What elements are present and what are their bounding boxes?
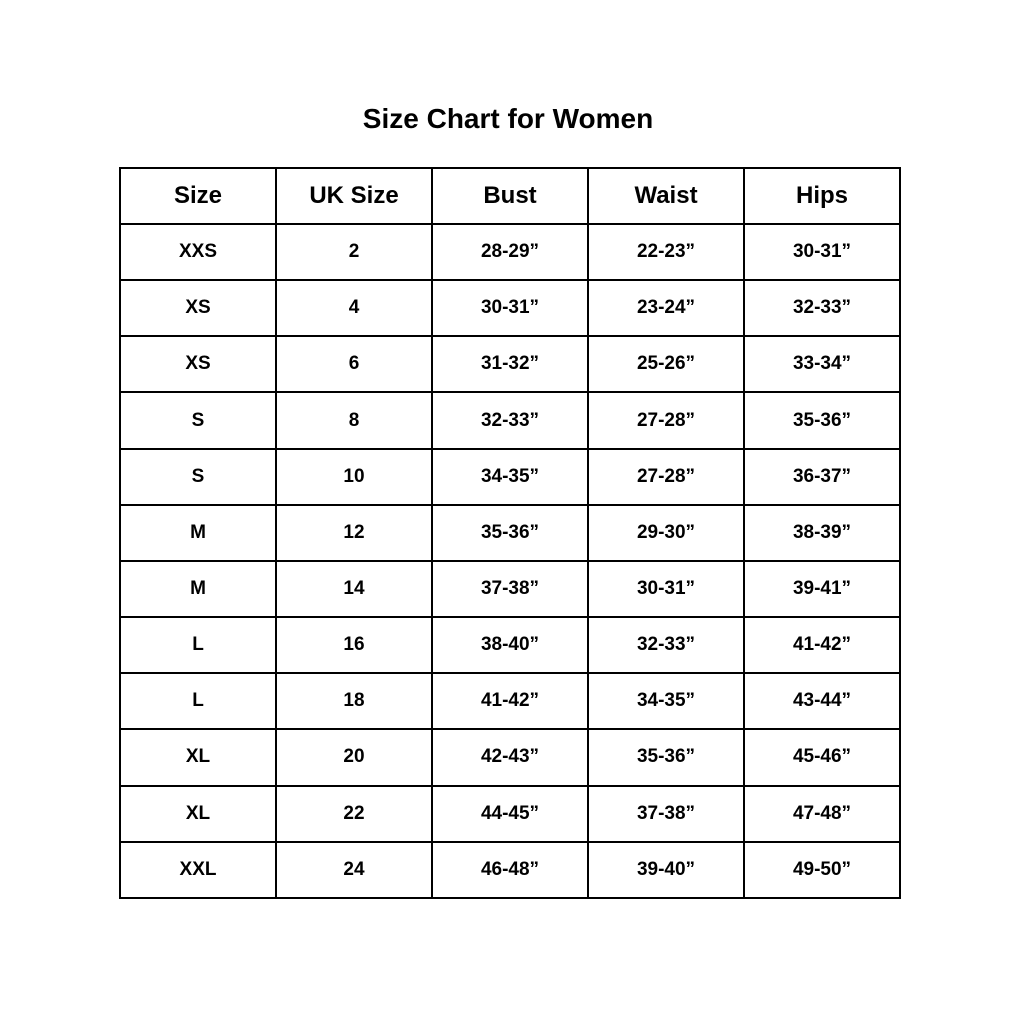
table-cell: 37-38”: [587, 784, 745, 843]
table-cell: 12: [275, 503, 433, 562]
table-row: S 8 32-33” 27-28” 35-36”: [119, 391, 901, 450]
table-cell: 41-42”: [743, 616, 901, 675]
table-cell: 14: [275, 559, 433, 619]
table-cell: S: [119, 447, 277, 506]
table-row: M 14 37-38” 30-31” 39-41”: [119, 559, 901, 619]
table-cell: 24: [275, 840, 433, 900]
table-cell: 35-36”: [743, 391, 901, 450]
table-cell: 47-48”: [743, 784, 901, 843]
table-cell: 42-43”: [431, 728, 589, 787]
table-cell: XS: [119, 279, 277, 338]
table-row: XS 4 30-31” 23-24” 32-33”: [119, 279, 901, 338]
table-cell: 37-38”: [431, 559, 589, 619]
table-cell: 8: [275, 391, 433, 450]
table-cell: 31-32”: [431, 335, 589, 394]
column-header: Bust: [431, 167, 589, 225]
table-cell: 30-31”: [743, 222, 901, 282]
table-row: XS 6 31-32” 25-26” 33-34”: [119, 335, 901, 394]
table-row: S 10 34-35” 27-28” 36-37”: [119, 447, 901, 506]
table-cell: XXL: [119, 840, 277, 900]
table-cell: M: [119, 559, 277, 619]
table-cell: 35-36”: [431, 503, 589, 562]
table-cell: 27-28”: [587, 447, 745, 506]
table-cell: XL: [119, 784, 277, 843]
table-cell: 32-33”: [743, 279, 901, 338]
table-cell: 38-39”: [743, 503, 901, 562]
column-header: UK Size: [275, 167, 433, 225]
table-cell: 44-45”: [431, 784, 589, 843]
column-header: Waist: [587, 167, 745, 225]
column-header: Size: [119, 167, 277, 225]
table-cell: 6: [275, 335, 433, 394]
table-cell: 36-37”: [743, 447, 901, 506]
table-cell: 34-35”: [431, 447, 589, 506]
table-cell: 45-46”: [743, 728, 901, 787]
table-cell: 39-40”: [587, 840, 745, 900]
table-cell: 30-31”: [431, 279, 589, 338]
table-cell: 10: [275, 447, 433, 506]
table-cell: L: [119, 672, 277, 731]
table-cell: 16: [275, 616, 433, 675]
column-header: Hips: [743, 167, 901, 225]
table-cell: S: [119, 391, 277, 450]
table-cell: 32-33”: [431, 391, 589, 450]
table-cell: 46-48”: [431, 840, 589, 900]
table-cell: 30-31”: [587, 559, 745, 619]
size-chart-table: Size UK Size Bust Waist Hips XXS 2 28-29” 22-23…: [119, 167, 901, 900]
table-cell: 18: [275, 672, 433, 731]
table-cell: 39-41”: [743, 559, 901, 619]
table-cell: 4: [275, 279, 433, 338]
table-cell: XL: [119, 728, 277, 787]
table-header-row: Size UK Size Bust Waist Hips: [119, 167, 901, 225]
table-cell: L: [119, 616, 277, 675]
table-cell: 49-50”: [743, 840, 901, 900]
table-cell: XS: [119, 335, 277, 394]
table-row: XL 22 44-45” 37-38” 47-48”: [119, 784, 901, 843]
table-cell: 43-44”: [743, 672, 901, 731]
table-row: XXS 2 28-29” 22-23” 30-31”: [119, 222, 901, 282]
table-cell: 32-33”: [587, 616, 745, 675]
table-cell: 22-23”: [587, 222, 745, 282]
table-row: L 16 38-40” 32-33” 41-42”: [119, 616, 901, 675]
table-cell: 25-26”: [587, 335, 745, 394]
table-cell: 2: [275, 222, 433, 282]
table-body: XXS 2 28-29” 22-23” 30-31” XS 4 30-31” 23-24” 32-…: [119, 222, 901, 900]
table-cell: 33-34”: [743, 335, 901, 394]
table-row: XXL 24 46-48” 39-40” 49-50”: [119, 840, 901, 900]
table-cell: 22: [275, 784, 433, 843]
table-cell: 20: [275, 728, 433, 787]
table-row: XL 20 42-43” 35-36” 45-46”: [119, 728, 901, 787]
table-cell: 27-28”: [587, 391, 745, 450]
table-row: M 12 35-36” 29-30” 38-39”: [119, 503, 901, 562]
table-cell: 34-35”: [587, 672, 745, 731]
table-cell: M: [119, 503, 277, 562]
table-cell: 23-24”: [587, 279, 745, 338]
table-cell: 35-36”: [587, 728, 745, 787]
table-cell: XXS: [119, 222, 277, 282]
page-title: Size Chart for Women: [362, 103, 654, 134]
table-cell: 28-29”: [431, 222, 589, 282]
table-cell: 41-42”: [431, 672, 589, 731]
table-row: L 18 41-42” 34-35” 43-44”: [119, 672, 901, 731]
table-cell: 38-40”: [431, 616, 589, 675]
table-cell: 29-30”: [587, 503, 745, 562]
